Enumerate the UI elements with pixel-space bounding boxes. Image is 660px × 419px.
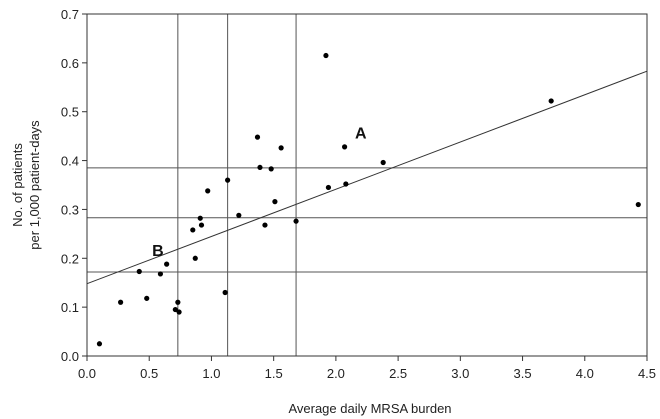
data-point-8 [175,299,181,305]
x-tick-label: 1.0 [202,366,220,381]
y-tick-label: 0.1 [61,300,79,315]
data-point-27 [342,144,348,150]
y-axis-ticks: 0.0 0.1 0.2 0.3 0.4 0.5 0.6 0.7 [61,7,87,364]
regression-line-group [86,70,648,285]
data-point-17 [236,212,242,218]
annotation-b: B [152,243,164,260]
data-point-25 [323,52,329,59]
x-axis-title: Average daily MRSA burden [288,401,451,416]
data-point-30 [548,98,554,104]
data-point-22 [272,199,278,205]
x-tick-label: 4.5 [638,366,656,381]
data-point-3 [136,268,142,275]
data-point-23 [278,145,284,151]
plot-frame [86,13,648,357]
data-point-31 [635,201,641,208]
y-axis-title: No. of patients [10,143,25,227]
data-point-16 [225,177,231,183]
data-point-18 [254,134,261,140]
x-tick-label: 0.0 [78,366,96,381]
data-point-24 [293,218,299,224]
x-tick-label: 2.5 [389,366,407,381]
data-point-15 [222,289,228,296]
y-axis-title-line-2-text: per 1,000 patient-days [27,120,42,250]
data-point-29 [380,159,386,166]
data-point-7 [172,306,178,313]
data-point-19 [257,164,263,171]
x-tick-label: 3.0 [451,366,469,381]
data-point-28 [343,181,349,187]
data-points [96,52,641,347]
y-tick-label: 0.3 [61,202,79,217]
data-point-14 [205,188,211,194]
y-tick-label: 0.6 [61,56,79,71]
regression-line [86,70,648,285]
y-tick-label: 0.4 [61,154,79,169]
x-axis-ticks: 0.0 0.5 1.0 1.5 2.0 2.5 3.0 3.5 4.0 4.5 [78,356,656,381]
data-point-12 [197,215,203,221]
data-point-10 [190,227,196,233]
data-point-5 [157,271,164,277]
y-tick-label: 0.0 [61,349,79,364]
data-point-4 [144,295,150,301]
y-tick-label: 0.5 [61,105,79,120]
data-point-9 [176,309,182,315]
reference-lines [87,14,647,356]
data-point-20 [262,222,268,228]
y-tick-label: 0.2 [61,251,79,266]
plot-border [86,13,648,357]
x-tick-label: 4.0 [576,366,594,381]
y-axis-title-line-2: per 1,000 patient-days [27,120,42,250]
data-point-26 [325,184,332,191]
y-tick-label: 0.7 [61,7,79,22]
data-point-21 [268,166,274,172]
data-point-11 [192,255,198,261]
annotation-a: A [355,126,367,143]
y-axis-title-line-1: No. of patients [10,143,25,227]
x-tick-label: 1.5 [265,366,283,381]
annotations: AB [152,126,367,260]
data-point-6 [164,261,170,267]
data-point-13 [198,222,205,228]
x-tick-label: 0.5 [140,366,158,381]
x-tick-label: 3.5 [514,366,532,381]
data-point-2 [118,299,124,305]
x-tick-label: 2.0 [327,366,345,381]
data-point-1 [96,341,103,347]
